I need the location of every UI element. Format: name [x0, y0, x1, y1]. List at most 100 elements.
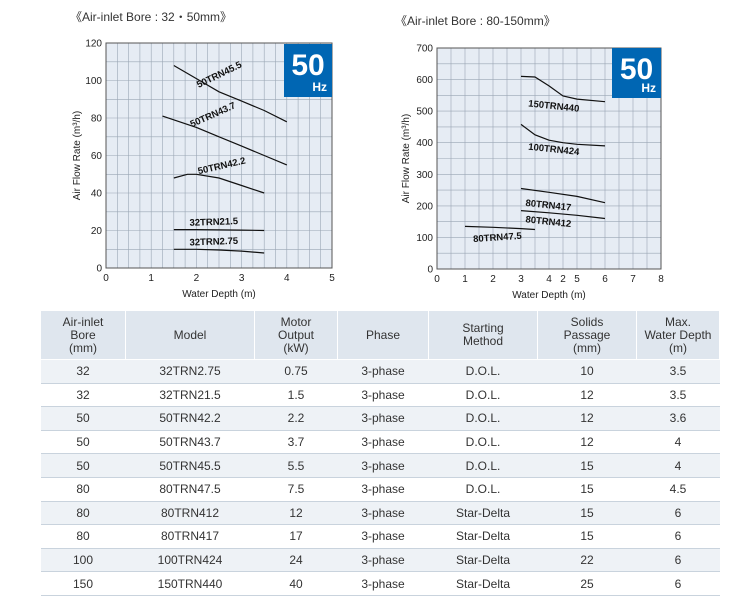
cell-model: 80TRN47.5 — [125, 476, 255, 502]
cell-solids-passage: 25 — [537, 571, 637, 596]
cell-motor-output: 5.5 — [254, 453, 338, 478]
cell-bore: 150 — [40, 571, 126, 596]
series-label: 100TRN424 — [528, 142, 581, 158]
table-row: 50 50TRN45.5 5.5 3-phase D.O.L. 15 4 — [40, 453, 720, 478]
series-line — [173, 229, 265, 232]
x-tick-label: 2 — [560, 274, 566, 285]
table-row: 50 50TRN42.2 2.2 3-phase D.O.L. 12 3.6 — [40, 406, 720, 431]
cell-bore: 80 — [40, 500, 126, 525]
series-label: 150TRN440 — [528, 98, 580, 114]
cell-phase: 3-phase — [337, 476, 429, 502]
cell-starting-method: Star-Delta — [428, 571, 538, 596]
series-label: 80TRN417 — [525, 198, 572, 214]
cell-motor-output: 12 — [254, 500, 338, 525]
y-tick-label: 80 — [91, 114, 103, 125]
header-max-water-depth: Max. Water Depth (m) — [636, 310, 720, 360]
x-axis-label: Water Depth (m) — [182, 289, 256, 300]
cell-model: 50TRN43.7 — [125, 429, 255, 454]
table-row: 32 32TRN2.75 0.75 3-phase D.O.L. 10 3.5 — [40, 359, 720, 384]
x-tick-label: 3 — [518, 274, 524, 285]
header-motor-output: Motor Output (kW) — [254, 310, 338, 360]
cell-bore: 50 — [40, 429, 126, 454]
x-tick-label: 5 — [574, 274, 580, 285]
table-row: 80 80TRN412 12 3-phase Star-Delta 15 6 — [40, 500, 720, 525]
cell-model: 80TRN412 — [125, 500, 255, 525]
cell-starting-method: D.O.L. — [428, 406, 538, 431]
cell-bore: 32 — [40, 382, 126, 407]
x-tick-label: 0 — [103, 273, 109, 284]
hz-badge-unit: Hz — [641, 81, 656, 95]
cell-phase: 3-phase — [337, 406, 429, 431]
cell-bore: 80 — [40, 524, 126, 549]
x-tick-labels: 0 1 2 3 4 5 — [103, 273, 335, 284]
cell-motor-output: 7.5 — [254, 476, 338, 502]
cell-starting-method: Star-Delta — [428, 500, 538, 525]
y-tick-label: 700 — [416, 44, 433, 55]
cell-solids-passage: 10 — [537, 359, 637, 384]
series-label: 32TRN2.75 — [189, 236, 239, 249]
cell-model: 80TRN417 — [125, 524, 255, 549]
table-row: 100 100TRN424 24 3-phase Star-Delta 22 6 — [40, 547, 720, 572]
y-axis-label: Air Flow Rate (m³/h) — [72, 111, 83, 200]
cell-starting-method: D.O.L. — [428, 382, 538, 407]
spec-table: Air-inlet Bore (mm) Model Motor Output (… — [40, 310, 720, 596]
cell-model: 100TRN424 — [125, 547, 255, 572]
y-tick-label: 40 — [91, 189, 103, 200]
cell-solids-passage: 15 — [537, 524, 637, 549]
y-tick-label: 20 — [91, 226, 103, 237]
cell-phase: 3-phase — [337, 453, 429, 478]
cell-model: 50TRN42.2 — [125, 406, 255, 431]
header-solids-passage: Solids Passage (mm) — [537, 310, 637, 360]
cell-starting-method: Star-Delta — [428, 524, 538, 549]
y-tick-labels: 0 20 40 60 80 100 120 — [85, 39, 102, 275]
cell-phase: 3-phase — [337, 571, 429, 596]
x-tick-label: 5 — [329, 273, 335, 284]
cell-solids-passage: 12 — [537, 429, 637, 454]
y-tick-label: 0 — [427, 265, 433, 276]
air-flow-chart-left: 0 20 40 60 80 100 120 0 1 2 3 4 5 Water Depth (m) Air … — [72, 39, 335, 301]
x-tick-label: 8 — [658, 274, 664, 285]
cell-motor-output: 0.75 — [254, 359, 338, 384]
series-line — [173, 248, 265, 254]
series-label: 80TRN47.5 — [473, 231, 523, 245]
x-tick-label: 7 — [630, 274, 636, 285]
y-tick-label: 100 — [416, 233, 433, 244]
hz-badge — [612, 48, 661, 98]
spec-table-body: 32 32TRN2.75 0.75 3-phase D.O.L. 10 3.5 32 32TRN… — [40, 359, 720, 596]
x-tick-label: 2 — [194, 273, 200, 284]
cell-solids-passage: 15 — [537, 453, 637, 478]
series-line — [173, 64, 288, 123]
cell-max-water-depth: 4 — [636, 429, 720, 454]
y-tick-label: 300 — [416, 170, 433, 181]
cell-starting-method: D.O.L. — [428, 453, 538, 478]
cell-phase: 3-phase — [337, 547, 429, 572]
cell-bore: 50 — [40, 453, 126, 478]
cell-max-water-depth: 6 — [636, 571, 720, 596]
series-label: 32TRN21.5 — [189, 216, 239, 229]
plot-frame — [436, 47, 662, 270]
y-tick-label: 400 — [416, 138, 433, 149]
cell-model: 50TRN45.5 — [125, 453, 255, 478]
cell-motor-output: 1.5 — [254, 382, 338, 407]
header-starting-method: Starting Method — [428, 310, 538, 360]
cell-max-water-depth: 3.6 — [636, 406, 720, 431]
y-tick-label: 200 — [416, 201, 433, 212]
cell-max-water-depth: 6 — [636, 547, 720, 572]
y-tick-label: 120 — [85, 39, 102, 50]
cell-phase: 3-phase — [337, 500, 429, 525]
x-tick-label: 4 — [546, 274, 552, 285]
cell-phase: 3-phase — [337, 359, 429, 384]
cell-starting-method: D.O.L. — [428, 359, 538, 384]
cell-starting-method: Star-Delta — [428, 547, 538, 572]
x-axis-label: Water Depth (m) — [512, 290, 586, 301]
series-line — [520, 187, 606, 204]
y-tick-label: 500 — [416, 107, 433, 118]
series-line — [520, 123, 606, 147]
x-tick-label: 2 — [490, 274, 496, 285]
x-tick-label: 0 — [434, 274, 440, 285]
series-line — [464, 225, 536, 231]
x-tick-label: 6 — [602, 274, 608, 285]
cell-motor-output: 3.7 — [254, 429, 338, 454]
y-axis-label: Air Flow Rate (m³/h) — [401, 114, 412, 203]
